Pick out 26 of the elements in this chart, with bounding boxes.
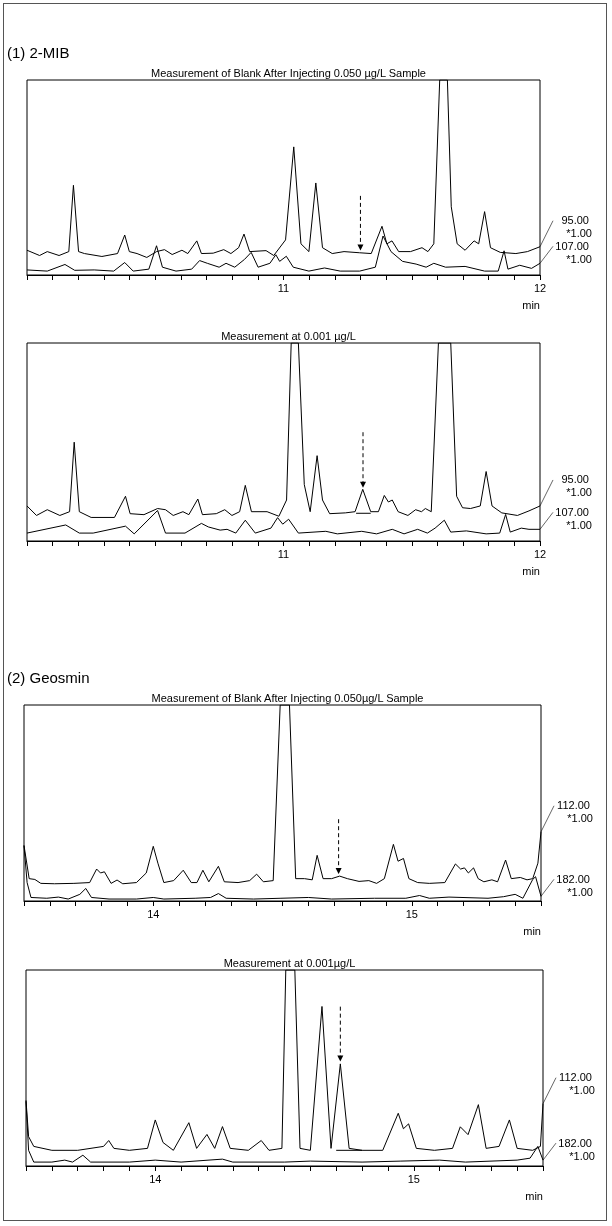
- x-axis-title: min: [525, 1189, 543, 1202]
- x-tick-label: 14: [149, 1172, 162, 1185]
- legend-label: 182.00 *1.00: [558, 1136, 595, 1162]
- x-tick-label: 12: [533, 281, 547, 294]
- chart-title: Measurement at 0.001µg/L: [223, 956, 356, 969]
- chart-subtitle: Measurement of Blank After Injecting 0.050µg/L Sample: [151, 691, 424, 704]
- x-tick-label: 11: [277, 547, 290, 560]
- legend-label: 107.00 *1.00: [555, 505, 592, 531]
- chart-title: (1) 2-MIB: [7, 44, 70, 61]
- chart-title: (2) Geosmin: [7, 669, 90, 686]
- x-tick-label: 15: [407, 1172, 420, 1185]
- x-axis-title: min: [522, 564, 540, 577]
- chart-title: Measurement at 0.001 µg/L: [221, 329, 356, 342]
- x-axis-title: min: [523, 924, 541, 937]
- legend-label: 95.00 *1.00: [561, 473, 592, 499]
- x-tick-label: 15: [405, 907, 418, 920]
- legend-label: 112.00 *1.00: [557, 799, 593, 825]
- x-axis-title: min: [522, 298, 540, 311]
- legend-label: 107.00 *1.00: [555, 239, 592, 265]
- x-tick-label: 12: [533, 547, 547, 560]
- x-tick-label: 14: [147, 907, 160, 920]
- chart-subtitle: Measurement of Blank After Injecting 0.050 µg/L Sample: [151, 66, 426, 79]
- legend-label: 112.00 *1.00: [559, 1071, 595, 1097]
- x-tick-label: 11: [277, 281, 290, 294]
- legend-label: 95.00 *1.00: [561, 214, 592, 240]
- legend-label: 182.00 *1.00: [556, 872, 593, 898]
